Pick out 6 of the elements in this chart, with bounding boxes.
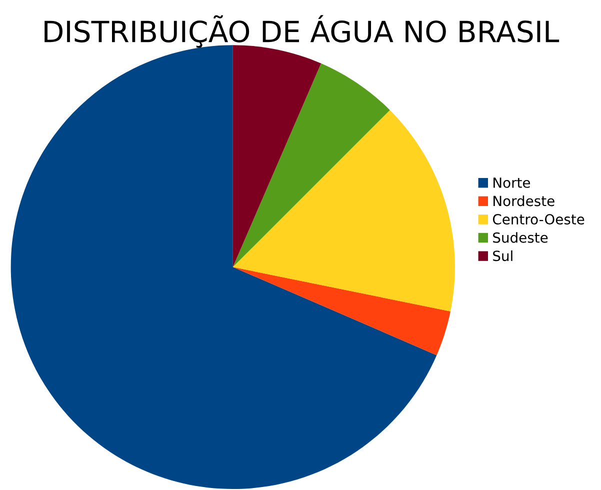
chart-title: DISTRIBUIÇÃO DE ÁGUA NO BRASIL <box>44 15 560 48</box>
legend-label: Norte <box>494 178 530 188</box>
legend-label: Sudeste <box>493 232 548 243</box>
legend-label: Nordeste <box>494 195 554 206</box>
legend-label: Sul <box>493 250 512 262</box>
legend-label: Centro-Oeste <box>492 214 584 225</box>
